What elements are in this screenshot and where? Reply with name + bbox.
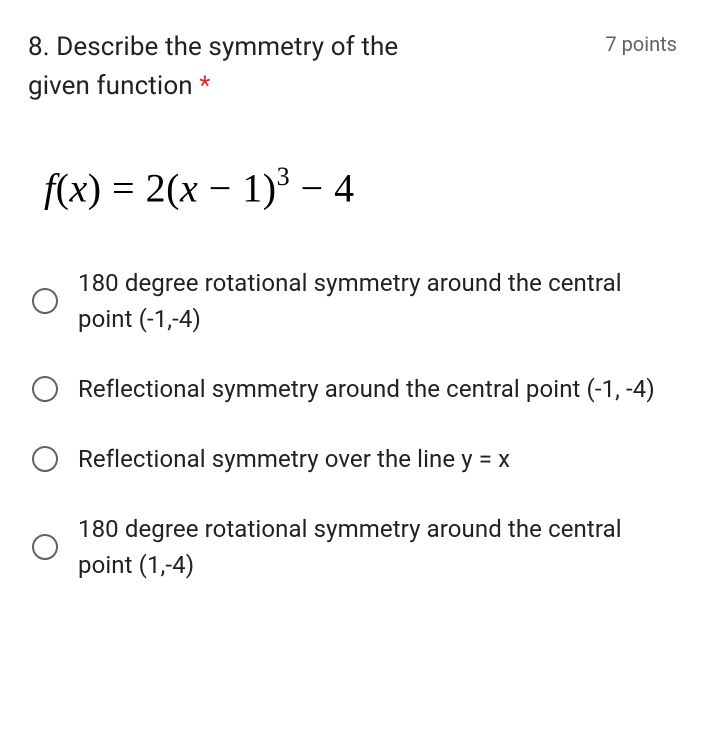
eq-close2: ): [263, 165, 277, 210]
eq-two: 2: [146, 165, 167, 210]
radio-icon: [32, 534, 58, 560]
eq-minus2: −: [290, 165, 334, 210]
eq-open1: (: [56, 165, 70, 210]
option-label: 180 degree rotational symmetry around th…: [78, 511, 677, 583]
eq-open2: (: [166, 165, 180, 210]
question-header: 8. Describe the symmetry of the given fu…: [28, 28, 677, 106]
eq-close1: ): [88, 165, 102, 210]
eq-four: 4: [334, 165, 355, 210]
eq-equals: =: [102, 165, 146, 210]
equation-display: f(x) = 2(x − 1)3 − 4: [44, 164, 677, 211]
option-label: Reflectional symmetry over the line y = …: [78, 441, 510, 477]
radio-icon: [32, 376, 58, 402]
question-text: 8. Describe the symmetry of the given fu…: [28, 28, 398, 106]
eq-x1: x: [69, 165, 87, 210]
eq-x2: x: [180, 165, 198, 210]
option-row[interactable]: Reflectional symmetry around the central…: [32, 371, 677, 407]
eq-f: f: [44, 165, 56, 210]
question-card: 8. Describe the symmetry of the given fu…: [0, 0, 705, 603]
required-asterisk: *: [199, 71, 210, 101]
option-row[interactable]: 180 degree rotational symmetry around th…: [32, 265, 677, 337]
eq-one: 1: [242, 165, 263, 210]
option-label: Reflectional symmetry around the central…: [78, 371, 655, 407]
option-row[interactable]: 180 degree rotational symmetry around th…: [32, 511, 677, 583]
radio-icon: [32, 446, 58, 472]
option-row[interactable]: Reflectional symmetry over the line y = …: [32, 441, 677, 477]
question-line1: 8. Describe the symmetry of the: [28, 32, 398, 62]
eq-minus1: −: [198, 165, 242, 210]
eq-exp: 3: [277, 162, 291, 191]
points-label: 7 points: [585, 28, 677, 56]
option-label: 180 degree rotational symmetry around th…: [78, 265, 677, 337]
options-group: 180 degree rotational symmetry around th…: [28, 265, 677, 583]
radio-icon: [32, 288, 58, 314]
question-line2: given function: [28, 71, 193, 101]
